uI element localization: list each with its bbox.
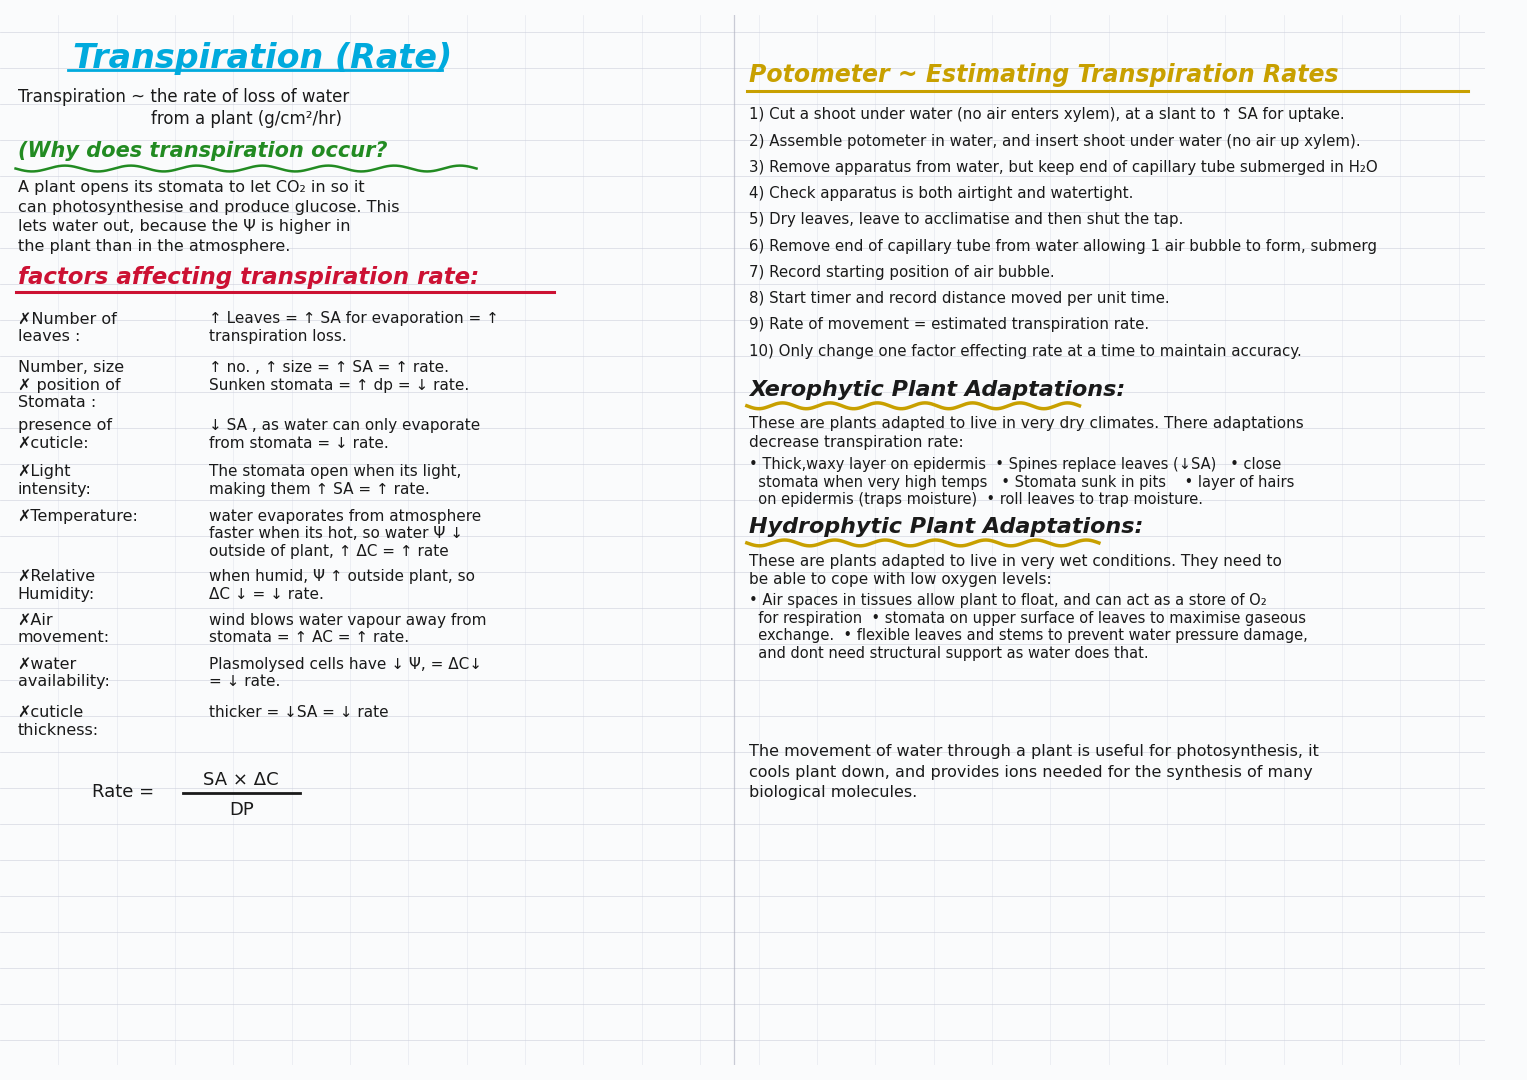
Text: The movement of water through a plant is useful for photosynthesis, it: The movement of water through a plant is…	[748, 744, 1319, 759]
Text: biological molecules.: biological molecules.	[748, 785, 918, 800]
Text: when humid, Ψ ↑ outside plant, so: when humid, Ψ ↑ outside plant, so	[209, 569, 475, 584]
Text: ✗Relative: ✗Relative	[17, 569, 96, 584]
Text: ΔC ↓ = ↓ rate.: ΔC ↓ = ↓ rate.	[209, 586, 324, 602]
Text: making them ↑ SA = ↑ rate.: making them ↑ SA = ↑ rate.	[209, 482, 429, 497]
Text: (Why does transpiration occur?: (Why does transpiration occur?	[17, 141, 386, 161]
Text: These are plants adapted to live in very dry climates. There adaptations: These are plants adapted to live in very…	[748, 417, 1304, 432]
Text: the plant than in the atmosphere.: the plant than in the atmosphere.	[17, 239, 290, 254]
Text: ✗Light: ✗Light	[17, 464, 70, 480]
Text: ↑ no. , ↑ size = ↑ SA = ↑ rate.: ↑ no. , ↑ size = ↑ SA = ↑ rate.	[209, 360, 449, 375]
Text: 5) Dry leaves, leave to acclimatise and then shut the tap.: 5) Dry leaves, leave to acclimatise and …	[748, 213, 1183, 227]
Text: Plasmolysed cells have ↓ Ψ, = ΔC↓: Plasmolysed cells have ↓ Ψ, = ΔC↓	[209, 657, 483, 672]
Text: • Air spaces in tissues allow plant to float, and can act as a store of O₂: • Air spaces in tissues allow plant to f…	[748, 594, 1266, 608]
Text: intensity:: intensity:	[17, 482, 92, 497]
Text: 3) Remove apparatus from water, but keep end of capillary tube submerged in H₂O: 3) Remove apparatus from water, but keep…	[748, 160, 1377, 175]
Text: thicker = ↓SA = ↓ rate: thicker = ↓SA = ↓ rate	[209, 705, 389, 720]
Text: from stomata = ↓ rate.: from stomata = ↓ rate.	[209, 436, 389, 451]
Text: presence of: presence of	[17, 418, 111, 433]
Text: These are plants adapted to live in very wet conditions. They need to: These are plants adapted to live in very…	[748, 554, 1281, 568]
Text: ✗ position of: ✗ position of	[17, 378, 121, 393]
Text: cools plant down, and provides ions needed for the synthesis of many: cools plant down, and provides ions need…	[748, 765, 1313, 780]
Text: on epidermis (traps moisture)  • roll leaves to trap moisture.: on epidermis (traps moisture) • roll lea…	[748, 492, 1203, 508]
Text: ✗water: ✗water	[17, 657, 76, 672]
Text: can photosynthesise and produce glucose. This: can photosynthesise and produce glucose.…	[17, 200, 399, 215]
Text: ✗cuticle: ✗cuticle	[17, 705, 84, 720]
Text: outside of plant, ↑ ΔC = ↑ rate: outside of plant, ↑ ΔC = ↑ rate	[209, 544, 449, 558]
Text: • Thick,waxy layer on epidermis  • Spines replace leaves (↓SA)   • close: • Thick,waxy layer on epidermis • Spines…	[748, 457, 1281, 472]
Text: ✗Air: ✗Air	[17, 613, 53, 627]
Text: leaves :: leaves :	[17, 329, 79, 343]
Text: water evaporates from atmosphere: water evaporates from atmosphere	[209, 509, 481, 524]
Text: A plant opens its stomata to let CO₂ in so it: A plant opens its stomata to let CO₂ in …	[17, 180, 363, 195]
Text: The stomata open when its light,: The stomata open when its light,	[209, 464, 461, 480]
Text: Stomata :: Stomata :	[17, 395, 96, 410]
Text: and dont need structural support as water does that.: and dont need structural support as wate…	[748, 646, 1148, 661]
Text: wind blows water vapour away from: wind blows water vapour away from	[209, 613, 487, 627]
Text: ↑ Leaves = ↑ SA for evaporation = ↑: ↑ Leaves = ↑ SA for evaporation = ↑	[209, 311, 499, 326]
Text: Transpiration (Rate): Transpiration (Rate)	[73, 42, 452, 76]
Text: Potometer ~ Estimating Transpiration Rates: Potometer ~ Estimating Transpiration Rat…	[748, 64, 1339, 87]
Text: from a plant (g/cm²/hr): from a plant (g/cm²/hr)	[151, 110, 342, 129]
FancyBboxPatch shape	[0, 15, 1484, 1065]
Text: transpiration loss.: transpiration loss.	[209, 329, 347, 343]
Text: ✗Number of: ✗Number of	[17, 311, 116, 326]
Text: movement:: movement:	[17, 631, 110, 646]
Text: ↓ SA , as water can only evaporate: ↓ SA , as water can only evaporate	[209, 418, 481, 433]
Text: 9) Rate of movement = estimated transpiration rate.: 9) Rate of movement = estimated transpir…	[748, 318, 1148, 333]
Text: Transpiration ~ the rate of loss of water: Transpiration ~ the rate of loss of wate…	[17, 87, 348, 106]
Text: be able to cope with low oxygen levels:: be able to cope with low oxygen levels:	[748, 572, 1052, 588]
Text: 6) Remove end of capillary tube from water allowing 1 air bubble to form, submer: 6) Remove end of capillary tube from wat…	[748, 239, 1377, 254]
Text: thickness:: thickness:	[17, 723, 99, 738]
Text: exchange.  • flexible leaves and stems to prevent water pressure damage,: exchange. • flexible leaves and stems to…	[748, 629, 1307, 644]
Text: Humidity:: Humidity:	[17, 586, 95, 602]
Text: 10) Only change one factor effecting rate at a time to maintain accuracy.: 10) Only change one factor effecting rat…	[748, 343, 1301, 359]
Text: Number, size: Number, size	[17, 360, 124, 375]
Text: decrease transpiration rate:: decrease transpiration rate:	[748, 435, 964, 450]
Text: 1) Cut a shoot under water (no air enters xylem), at a slant to ↑ SA for uptake.: 1) Cut a shoot under water (no air enter…	[748, 107, 1344, 122]
Text: factors affecting transpiration rate:: factors affecting transpiration rate:	[17, 266, 479, 288]
Text: Rate =: Rate =	[93, 783, 154, 801]
Text: stomata when very high temps   • Stomata sunk in pits    • layer of hairs: stomata when very high temps • Stomata s…	[748, 475, 1295, 490]
Text: ✗cuticle:: ✗cuticle:	[17, 436, 89, 451]
Text: 2) Assemble potometer in water, and insert shoot under water (no air up xylem).: 2) Assemble potometer in water, and inse…	[748, 134, 1361, 149]
Text: availability:: availability:	[17, 674, 110, 689]
Text: SA × ΔC: SA × ΔC	[203, 771, 279, 789]
Text: lets water out, because the Ψ is higher in: lets water out, because the Ψ is higher …	[17, 219, 350, 234]
Text: 8) Start timer and record distance moved per unit time.: 8) Start timer and record distance moved…	[748, 291, 1170, 306]
Text: 7) Record starting position of air bubble.: 7) Record starting position of air bubbl…	[748, 265, 1055, 280]
Text: Hydrophytic Plant Adaptations:: Hydrophytic Plant Adaptations:	[748, 516, 1144, 537]
Text: = ↓ rate.: = ↓ rate.	[209, 674, 281, 689]
Text: stomata = ↑ AC = ↑ rate.: stomata = ↑ AC = ↑ rate.	[209, 631, 409, 646]
Text: DP: DP	[229, 800, 253, 819]
Text: for respiration  • stomata on upper surface of leaves to maximise gaseous: for respiration • stomata on upper surfa…	[748, 611, 1306, 626]
Text: ✗Temperature:: ✗Temperature:	[17, 509, 139, 524]
Text: 4) Check apparatus is both airtight and watertight.: 4) Check apparatus is both airtight and …	[748, 186, 1133, 201]
Text: Sunken stomata = ↑ dp = ↓ rate.: Sunken stomata = ↑ dp = ↓ rate.	[209, 378, 469, 393]
Text: faster when its hot, so water Ψ ↓: faster when its hot, so water Ψ ↓	[209, 526, 463, 541]
Text: Xerophytic Plant Adaptations:: Xerophytic Plant Adaptations:	[748, 379, 1125, 400]
